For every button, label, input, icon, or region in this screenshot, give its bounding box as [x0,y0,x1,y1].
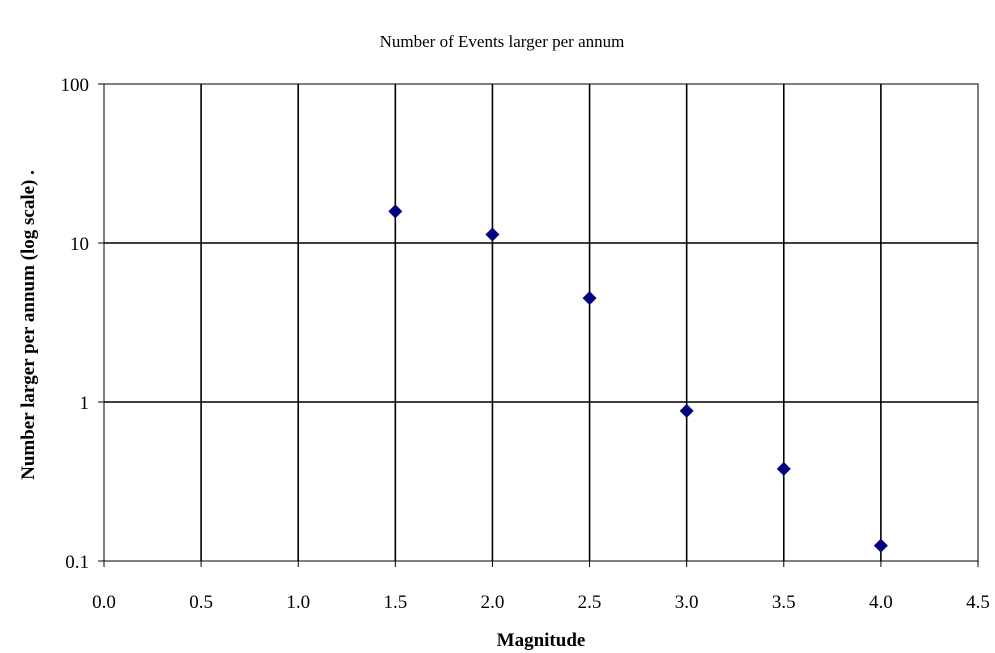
x-tick-label: 0.0 [92,592,116,613]
y-tick-label: 10 [70,234,89,255]
y-tick-label: 1 [80,393,90,414]
data-point [776,461,791,476]
x-tick-label: 2.0 [481,592,505,613]
chart-title: Number of Events larger per annum [380,32,625,51]
y-axis: 100 10 1 0.1 [61,75,104,573]
plot-area [103,83,979,562]
data-point [582,291,597,306]
grid [104,84,978,561]
x-tick-label: 1.5 [383,592,407,613]
data-point [679,403,694,418]
x-tick-label: 2.5 [578,592,602,613]
data-point [873,538,888,553]
data-point [388,204,403,219]
y-tick-label: 100 [61,75,90,96]
x-tick-label: 1.0 [286,592,310,613]
x-tick-label: 4.0 [869,592,893,613]
x-tick-label: 0.5 [189,592,213,613]
x-tick-label: 3.0 [675,592,699,613]
y-tick-label: 0.1 [65,552,89,573]
x-tick-label: 4.5 [966,592,990,613]
data-series [388,204,888,553]
data-point [485,227,500,242]
x-axis: 0.0 0.5 1.0 1.5 2.0 2.5 3.0 3.5 4.0 4.5 [92,561,990,613]
x-tick-label: 3.5 [772,592,796,613]
x-axis-label: Magnitude [497,630,586,651]
y-axis-label: Number larger per annum (log scale) . [18,170,39,480]
